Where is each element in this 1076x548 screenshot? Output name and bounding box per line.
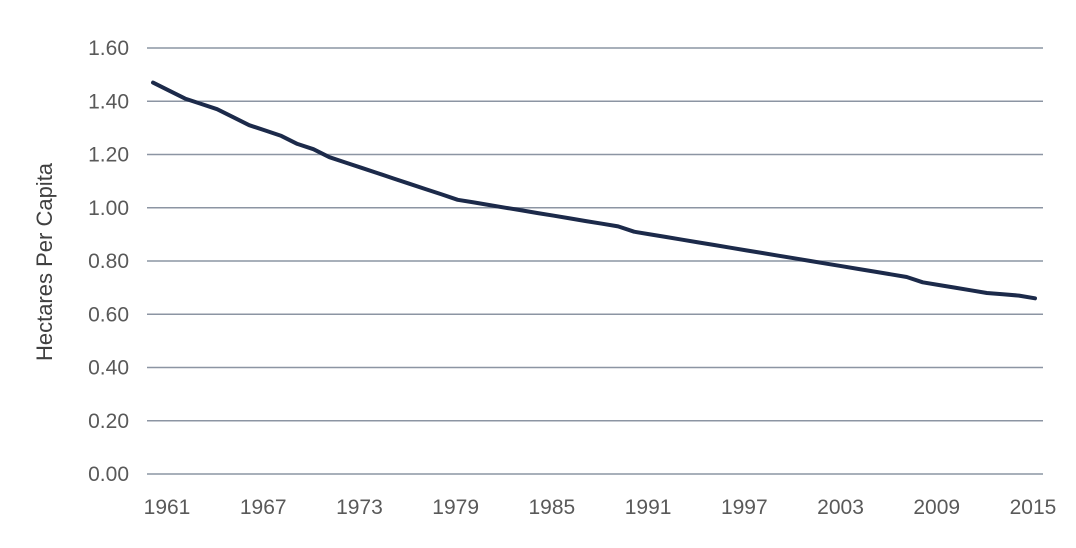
x-tick-label: 2015 <box>1010 496 1057 519</box>
y-axis-title: Hectares Per Capita <box>32 162 57 361</box>
y-tick-label: 1.40 <box>88 90 129 113</box>
x-tick-label: 1997 <box>721 496 768 519</box>
x-tick-label: 1961 <box>144 496 191 519</box>
series-line-0 <box>151 80 1037 301</box>
y-tick-label: 0.20 <box>88 410 129 433</box>
y-tick-label: 1.00 <box>88 197 129 220</box>
y-tick-label: 0.40 <box>88 357 129 380</box>
x-tick-label: 2003 <box>817 496 864 519</box>
y-axis-tick-labels: 0.00 0.20 0.40 0.60 0.80 1.00 1.20 1.40 1.60 <box>88 37 129 486</box>
y-tick-label: 0.60 <box>88 303 129 326</box>
x-tick-label: 1979 <box>432 496 479 519</box>
x-tick-label: 2009 <box>913 496 960 519</box>
y-tick-label: 1.60 <box>88 37 129 60</box>
gridlines <box>147 47 1043 475</box>
y-tick-label: 0.80 <box>88 250 129 273</box>
x-tick-label: 1973 <box>336 496 383 519</box>
y-tick-label: 1.20 <box>88 144 129 167</box>
x-tick-label: 1985 <box>529 496 576 519</box>
series-layer <box>151 80 1037 301</box>
x-tick-label: 1967 <box>240 496 287 519</box>
x-axis-tick-labels: 1961 1967 1973 1979 1985 1991 1997 2003 2009 2015 <box>144 496 1057 519</box>
y-tick-label: 0.00 <box>88 463 129 486</box>
x-tick-label: 1991 <box>625 496 672 519</box>
